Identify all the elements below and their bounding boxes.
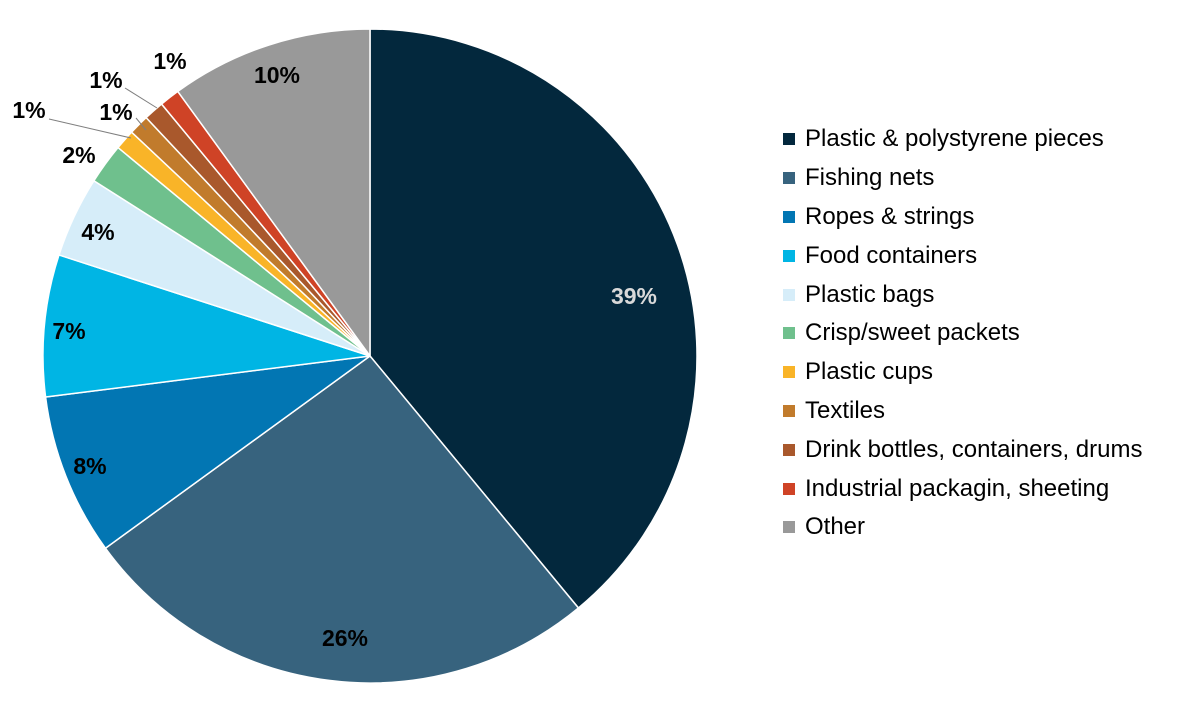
legend-label: Plastic & polystyrene pieces [805,125,1104,153]
data-label-plastic-cups: 1% [12,97,45,123]
legend-swatch [783,210,795,223]
legend-item-other: Other [783,508,1142,547]
legend-label: Plastic bags [805,280,935,308]
legend-label: Industrial packagin, sheeting [805,474,1110,502]
legend-swatch [783,366,795,379]
legend-swatch [783,133,795,146]
legend-item-plastic-bags: Plastic bags [783,275,1142,314]
legend-item-industrial-packagin-sheeting: Industrial packagin, sheeting [783,469,1142,508]
data-label-textiles: 1% [99,99,132,125]
legend-item-textiles: Textiles [783,392,1142,431]
legend-swatch [783,482,795,495]
data-label-plastic-polystyrene-pieces: 39% [611,283,657,309]
pie-slices [42,28,698,684]
data-label-drink-bottles-containers-drums: 1% [89,67,122,93]
data-label-plastic-bags: 4% [81,219,114,245]
legend-label: Food containers [805,241,978,269]
legend-label: Textiles [805,396,886,424]
leader-line-drink-bottles-containers-drums [124,87,158,109]
legend-item-fishing-nets: Fishing nets [783,159,1142,198]
leader-line-textiles [135,117,147,131]
legend-swatch [783,249,795,262]
pie-slice-ropes-strings [44,355,371,550]
legend-label: Fishing nets [805,164,935,192]
legend: Plastic & polystyrene pieces Fishing nets… [783,120,1142,547]
legend-item-food-containers: Food containers [783,236,1142,275]
data-labels: 39%26%8%7%4%2%1% 1%1%1%10% [12,48,657,651]
legend-item-drink-bottles-containers-drums: Drink bottles, containers, drums [783,430,1142,469]
data-label-other: 10% [254,62,300,88]
legend-label: Crisp/sweet packets [805,319,1020,347]
legend-swatch [783,521,795,534]
leader-lines [48,87,158,139]
legend-item-plastic-polystyrene-pieces: Plastic & polystyrene pieces [783,120,1142,159]
data-label-food-containers: 7% [52,318,85,344]
legend-item-plastic-cups: Plastic cups [783,353,1142,392]
legend-swatch [783,327,795,340]
legend-label: Ropes & strings [805,202,975,230]
data-label-ropes-strings: 8% [73,453,106,479]
legend-item-ropes-strings: Ropes & strings [783,198,1142,237]
legend-label: Other [805,513,866,541]
legend-swatch [783,288,795,301]
pie-slice-food-containers [42,254,371,398]
legend-swatch [783,404,795,417]
leader-line-plastic-cups [48,118,132,139]
legend-label: Drink bottles, containers, drums [805,435,1143,463]
data-label-crisp-sweet-packets: 2% [62,142,95,168]
data-label-industrial-packagin-sheeting: 1% [153,48,186,74]
pie-slice-fishing-nets [104,354,580,684]
legend-swatch [783,443,795,456]
pie-slice-other [176,28,371,359]
legend-label: Plastic cups [805,358,934,386]
data-label-fishing-nets: 26% [322,625,368,651]
pie-slice-plastic-polystyrene-pieces [369,28,698,610]
legend-swatch [783,172,795,185]
legend-item-crisp-sweet-packets: Crisp/sweet packets [783,314,1142,353]
